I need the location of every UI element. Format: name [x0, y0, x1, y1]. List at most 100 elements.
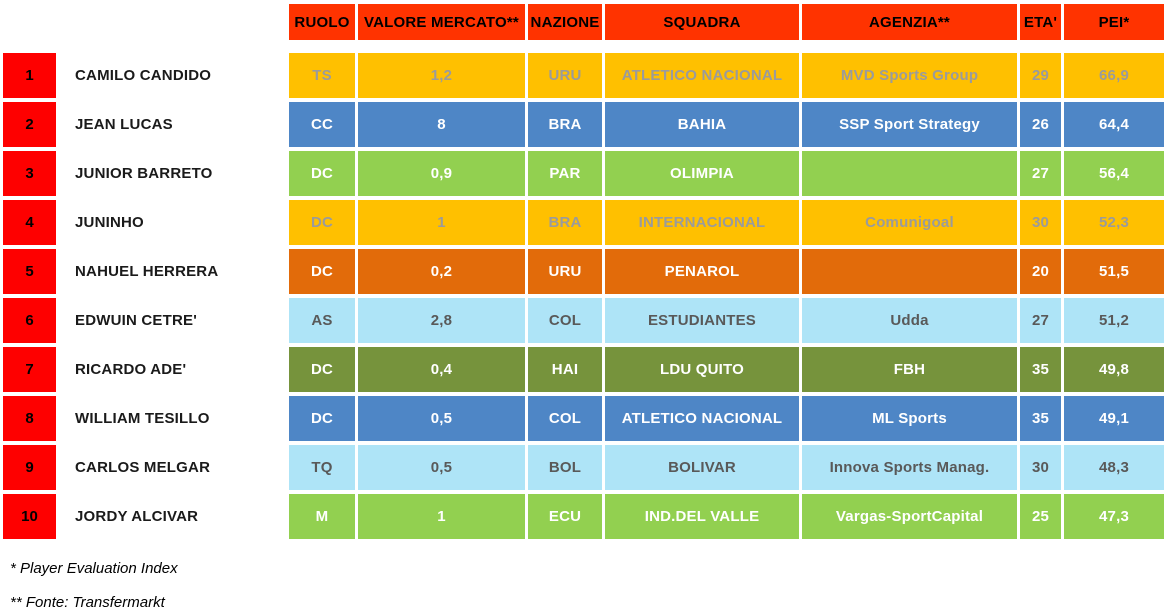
rank-badge[interactable]: 9 [3, 445, 56, 490]
cell-agenzia[interactable]: ML Sports [802, 396, 1017, 441]
column-header-pei[interactable]: PEI* [1064, 4, 1164, 40]
table-row: 7 RICARDO ADE' DC 0,4 HAI LDU QUITO FBH … [0, 347, 1170, 392]
cell-pei[interactable]: 47,3 [1064, 494, 1164, 539]
cell-eta[interactable]: 25 [1020, 494, 1061, 539]
player-name[interactable]: EDWUIN CETRE' [75, 312, 197, 329]
cell-pei[interactable]: 48,3 [1064, 445, 1164, 490]
cell-agenzia[interactable]: Comunigoal [802, 200, 1017, 245]
rank-badge[interactable]: 5 [3, 249, 56, 294]
cell-squadra[interactable]: IND.DEL VALLE [605, 494, 799, 539]
cell-squadra[interactable]: PENAROL [605, 249, 799, 294]
cell-eta[interactable]: 35 [1020, 396, 1061, 441]
cell-valore-mercato[interactable]: 0,9 [358, 151, 525, 196]
table-row: 1 CAMILO CANDIDO TS 1,2 URU ATLETICO NAC… [0, 53, 1170, 98]
player-name[interactable]: WILLIAM TESILLO [75, 410, 210, 427]
rank-badge[interactable]: 8 [3, 396, 56, 441]
player-name[interactable]: CAMILO CANDIDO [75, 67, 212, 84]
cell-eta[interactable]: 30 [1020, 445, 1061, 490]
cell-valore-mercato[interactable]: 2,8 [358, 298, 525, 343]
cell-nazione[interactable]: ECU [528, 494, 602, 539]
cell-eta[interactable]: 30 [1020, 200, 1061, 245]
cell-squadra[interactable]: BOLIVAR [605, 445, 799, 490]
cell-ruolo[interactable]: TS [289, 53, 355, 98]
cell-pei[interactable]: 66,9 [1064, 53, 1164, 98]
cell-squadra[interactable]: LDU QUITO [605, 347, 799, 392]
cell-ruolo[interactable]: DC [289, 200, 355, 245]
cell-pei[interactable]: 64,4 [1064, 102, 1164, 147]
cell-pei[interactable]: 49,1 [1064, 396, 1164, 441]
cell-eta[interactable]: 27 [1020, 151, 1061, 196]
column-header-ruolo[interactable]: RUOLO [289, 4, 355, 40]
cell-nazione[interactable]: BRA [528, 102, 602, 147]
cell-squadra[interactable]: ATLETICO NACIONAL [605, 396, 799, 441]
cell-nazione[interactable]: PAR [528, 151, 602, 196]
rank-badge[interactable]: 1 [3, 53, 56, 98]
cell-ruolo[interactable]: DC [289, 396, 355, 441]
cell-valore-mercato[interactable]: 0,5 [358, 396, 525, 441]
cell-nazione[interactable]: COL [528, 396, 602, 441]
cell-pei[interactable]: 52,3 [1064, 200, 1164, 245]
cell-eta[interactable]: 26 [1020, 102, 1061, 147]
cell-squadra[interactable]: BAHIA [605, 102, 799, 147]
player-name[interactable]: JEAN LUCAS [75, 116, 173, 133]
cell-nazione[interactable]: URU [528, 249, 602, 294]
cell-valore-mercato[interactable]: 0,4 [358, 347, 525, 392]
cell-pei[interactable]: 56,4 [1064, 151, 1164, 196]
cell-valore-mercato[interactable]: 1,2 [358, 53, 525, 98]
cell-ruolo[interactable]: DC [289, 347, 355, 392]
cell-nazione[interactable]: COL [528, 298, 602, 343]
cell-agenzia[interactable]: MVD Sports Group [802, 53, 1017, 98]
cell-pei[interactable]: 51,2 [1064, 298, 1164, 343]
cell-nazione[interactable]: BOL [528, 445, 602, 490]
player-name[interactable]: JUNIOR BARRETO [75, 165, 213, 182]
cell-ruolo[interactable]: AS [289, 298, 355, 343]
rank-badge[interactable]: 10 [3, 494, 56, 539]
cell-squadra[interactable]: ATLETICO NACIONAL [605, 53, 799, 98]
cell-valore-mercato[interactable]: 1 [358, 494, 525, 539]
cell-nazione[interactable]: HAI [528, 347, 602, 392]
cell-ruolo[interactable]: DC [289, 151, 355, 196]
cell-eta[interactable]: 20 [1020, 249, 1061, 294]
cell-eta[interactable]: 29 [1020, 53, 1061, 98]
rank-badge[interactable]: 4 [3, 200, 56, 245]
cell-agenzia[interactable]: Vargas-SportCapital [802, 494, 1017, 539]
player-name[interactable]: JUNINHO [75, 214, 144, 231]
player-name[interactable]: NAHUEL HERRERA [75, 263, 219, 280]
rank-badge[interactable]: 2 [3, 102, 56, 147]
column-header-valore-mercato[interactable]: VALORE MERCATO** [358, 4, 525, 40]
cell-nazione[interactable]: BRA [528, 200, 602, 245]
cell-ruolo[interactable]: TQ [289, 445, 355, 490]
cell-agenzia[interactable]: SSP Sport Strategy [802, 102, 1017, 147]
column-header-eta[interactable]: ETA' [1020, 4, 1061, 40]
cell-agenzia[interactable]: Udda [802, 298, 1017, 343]
column-header-squadra[interactable]: SQUADRA [605, 4, 799, 40]
cell-squadra[interactable]: INTERNACIONAL [605, 200, 799, 245]
cell-agenzia[interactable] [802, 249, 1017, 294]
cell-eta[interactable]: 27 [1020, 298, 1061, 343]
cell-squadra[interactable]: OLIMPIA [605, 151, 799, 196]
cell-pei[interactable]: 49,8 [1064, 347, 1164, 392]
cell-ruolo[interactable]: M [289, 494, 355, 539]
rank-badge[interactable]: 6 [3, 298, 56, 343]
player-name[interactable]: CARLOS MELGAR [75, 459, 211, 476]
cell-ruolo[interactable]: DC [289, 249, 355, 294]
cell-valore-mercato[interactable]: 8 [358, 102, 525, 147]
cell-ruolo[interactable]: CC [289, 102, 355, 147]
player-name[interactable]: JORDY ALCIVAR [75, 508, 199, 525]
player-name[interactable]: RICARDO ADE' [75, 361, 187, 378]
rank-badge[interactable]: 3 [3, 151, 56, 196]
column-header-agenzia[interactable]: AGENZIA** [802, 4, 1017, 40]
rank-badge[interactable]: 7 [3, 347, 56, 392]
cell-eta[interactable]: 35 [1020, 347, 1061, 392]
cell-valore-mercato[interactable]: 1 [358, 200, 525, 245]
cell-pei[interactable]: 51,5 [1064, 249, 1164, 294]
cell-agenzia[interactable] [802, 151, 1017, 196]
cell-valore-mercato[interactable]: 0,2 [358, 249, 525, 294]
cell-squadra[interactable]: ESTUDIANTES [605, 298, 799, 343]
cell-valore-mercato[interactable]: 0,5 [358, 445, 525, 490]
column-header-nazione[interactable]: NAZIONE [528, 4, 602, 40]
cell-agenzia[interactable]: FBH [802, 347, 1017, 392]
cell-nazione[interactable]: URU [528, 53, 602, 98]
cell-agenzia[interactable]: Innova Sports Manag. [802, 445, 1017, 490]
